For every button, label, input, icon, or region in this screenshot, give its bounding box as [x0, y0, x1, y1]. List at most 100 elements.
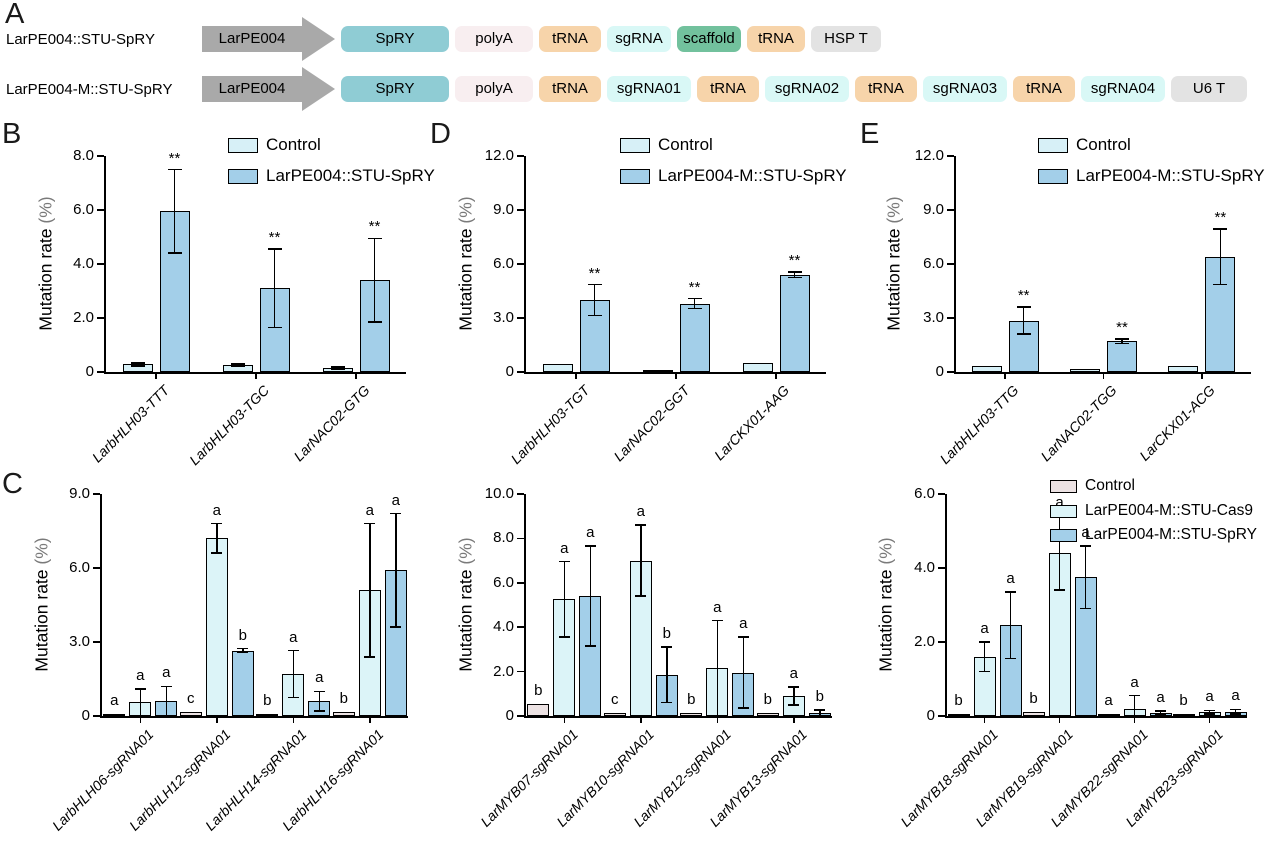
significance-label: a	[586, 524, 595, 542]
legend-label: LarPE004-M::STU-SpRY	[1076, 166, 1265, 185]
significance-label: **	[588, 264, 601, 282]
error-bar-cap	[587, 314, 602, 317]
error-bar	[1234, 709, 1237, 714]
error-bar-cap	[1129, 694, 1140, 697]
error-bar-cap	[330, 366, 345, 368]
x-axis	[945, 716, 1247, 718]
error-bar-cap	[584, 645, 596, 647]
y-axis-title: Mutation rate (%)	[456, 156, 477, 372]
error-bar	[1009, 592, 1012, 659]
error-bar-cap	[711, 619, 723, 622]
error-bar-cap	[1016, 306, 1031, 308]
element-sgrna01: sgRNA01	[607, 76, 691, 102]
y-tick	[97, 317, 104, 319]
y-tick-label: 3.0	[493, 309, 514, 326]
significance-label: a	[1156, 689, 1165, 707]
x-axis	[524, 372, 826, 374]
error-bar-cap	[687, 297, 702, 300]
significance-label: a	[980, 620, 989, 637]
error-bar-cap	[211, 522, 223, 525]
error-bar	[369, 523, 371, 657]
category-label: LarbHLH03-TTT	[88, 382, 173, 466]
y-axis	[954, 156, 956, 374]
y-tick-label: 6.0	[914, 485, 935, 502]
error-bar-cap	[130, 365, 145, 367]
error-bar	[236, 363, 239, 367]
legend-swatch	[620, 169, 650, 184]
y-tick	[947, 263, 954, 265]
error-bar-cap	[558, 636, 570, 638]
significance-label: a	[1006, 570, 1015, 588]
promoter-arrow: LarPE004	[202, 67, 335, 111]
y-axis	[945, 494, 947, 718]
error-bar-cap	[558, 560, 570, 563]
bar	[742, 363, 773, 372]
y-tick-label: 2.0	[914, 633, 935, 650]
error-bar	[666, 647, 668, 703]
x-tick	[255, 373, 257, 379]
error-bar-cap	[635, 524, 647, 526]
bar	[332, 712, 355, 716]
error-bar-cap	[1213, 228, 1228, 230]
bar	[103, 713, 126, 717]
significance-label: a	[212, 501, 221, 519]
error-bar	[593, 284, 596, 316]
element-trna: tRNA	[855, 76, 917, 102]
chart-panel-e: ** LarbHLH03-TTG ** LarNAC02-TGG ** LarCKX01-…	[876, 128, 1267, 475]
error-bar-cap	[230, 363, 245, 365]
error-bar-cap	[267, 326, 282, 329]
significance-label: a	[1055, 494, 1064, 512]
x-tick	[355, 373, 357, 379]
y-tick	[517, 670, 524, 673]
y-axis-title-unit: (%)	[883, 196, 904, 224]
y-tick	[517, 371, 524, 373]
error-bar-cap	[1204, 709, 1215, 712]
error-bar-cap	[237, 647, 249, 650]
error-bar	[1159, 711, 1162, 715]
category-label: LarNAC02-TGG	[1037, 382, 1120, 465]
error-bar	[693, 298, 696, 309]
y-tick-label: 3.0	[923, 309, 944, 326]
legend-label: Control	[1076, 135, 1131, 154]
significance-label: a	[1081, 523, 1090, 541]
significance-label: a	[1205, 688, 1214, 706]
element-sgrna02: sgRNA02	[765, 76, 849, 102]
element-sgrna: sgRNA	[607, 26, 671, 52]
y-axis-title: Mutation rate (%)	[36, 156, 57, 372]
y-tick-label: 6.0	[73, 201, 94, 218]
bar	[947, 713, 970, 717]
significance-label: b	[1179, 691, 1188, 709]
significance-label: **	[368, 218, 381, 236]
y-tick	[947, 371, 954, 373]
bar	[1107, 341, 1137, 372]
panel-d-label: D	[430, 118, 451, 150]
x-tick	[575, 373, 577, 379]
promoter-label: LarPE004	[202, 76, 302, 102]
construct-name: LarPE004-M::STU-SpRY	[6, 80, 173, 98]
y-axis-title: Mutation rate (%)	[456, 494, 477, 716]
significance-label: a	[391, 491, 400, 509]
legend-swatch	[1050, 504, 1077, 518]
y-tick-label: 6.0	[493, 573, 514, 591]
category-label: LarbHLH03-TGC	[186, 382, 273, 469]
error-bar	[1133, 695, 1136, 716]
x-tick	[139, 717, 141, 723]
x-axis	[954, 372, 1251, 374]
y-axis-title-text: Mutation rate	[455, 564, 476, 672]
y-tick-label: 4.0	[73, 255, 94, 272]
y-axis-title-unit: (%)	[455, 196, 476, 224]
error-bar-cap	[979, 670, 990, 673]
significance-label: a	[365, 501, 374, 519]
significance-label: b	[534, 681, 543, 699]
x-tick	[369, 717, 371, 723]
error-bar	[139, 688, 141, 716]
error-bar-cap	[635, 595, 647, 597]
significance-label: **	[168, 149, 181, 167]
x-tick	[1208, 717, 1211, 723]
y-tick	[517, 582, 524, 584]
error-bar	[318, 691, 320, 712]
y-tick	[938, 567, 945, 569]
y-tick-label: 8.0	[493, 529, 514, 547]
y-axis-title-unit: (%)	[455, 537, 476, 565]
significance-label: b	[238, 626, 247, 644]
